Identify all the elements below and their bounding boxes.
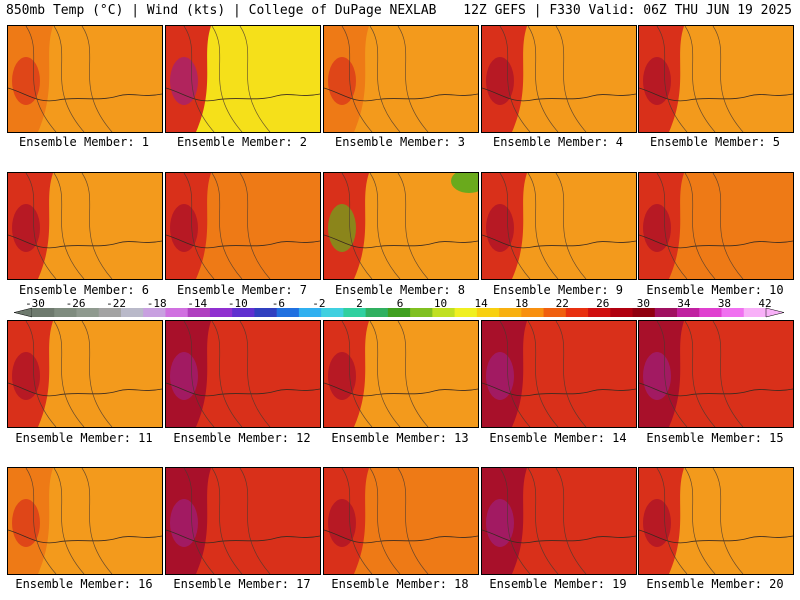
- ensemble-member-label: Ensemble Member: 9: [492, 283, 624, 297]
- ensemble-member-label: Ensemble Member: 3: [334, 135, 466, 149]
- colorbar-swatch: [588, 308, 611, 317]
- ensemble-member-map: [638, 172, 794, 280]
- colorbar-swatch: [410, 308, 433, 317]
- colorbar-tick-label: -10: [227, 297, 248, 310]
- colorbar-tick-label: 38: [717, 297, 732, 310]
- ensemble-member-map: [481, 25, 637, 133]
- colorbar-swatch: [365, 308, 389, 317]
- colorbar-swatch: [343, 308, 367, 317]
- colorbar-swatch: [432, 308, 456, 317]
- ensemble-member-label: Ensemble Member: 1: [18, 135, 150, 149]
- colorbar-max-arrow: [765, 307, 785, 318]
- model-run-label: 12Z GEFS | F330 Valid: 06Z THU JUN 19 20…: [463, 3, 792, 18]
- ensemble-member-map: [165, 320, 321, 428]
- ensemble-member-map: [323, 172, 479, 280]
- colorbar-tick-label: -30: [25, 297, 45, 310]
- colorbar-swatch: [543, 308, 567, 317]
- ensemble-member-map: [7, 25, 163, 133]
- colorbar-swatch: [743, 308, 767, 317]
- ensemble-member-label: Ensemble Member: 5: [649, 135, 781, 149]
- ensemble-member-label: Ensemble Member: 2: [176, 135, 308, 149]
- ensemble-member-map: [638, 25, 794, 133]
- colorbar-swatch: [521, 308, 545, 317]
- colorbar-swatch: [165, 308, 189, 317]
- ensemble-member-map: [165, 467, 321, 575]
- ensemble-member-map: [7, 320, 163, 428]
- colorbar-swatch: [298, 308, 322, 317]
- ensemble-member-label: Ensemble Member: 11: [15, 431, 153, 445]
- colorbar-swatch: [610, 308, 634, 317]
- ensemble-member-label: Ensemble Member: 13: [331, 431, 469, 445]
- ensemble-member-label: Ensemble Member: 19: [489, 577, 627, 591]
- colorbar-swatch: [98, 308, 122, 317]
- ensemble-member-map: [323, 320, 479, 428]
- temperature-colorbar: [13, 307, 785, 318]
- ensemble-member-label: Ensemble Member: 18: [331, 577, 469, 591]
- colorbar-swatch: [209, 308, 233, 317]
- colorbar-tick-label: 22: [555, 297, 569, 310]
- ensemble-member-label: Ensemble Member: 8: [334, 283, 466, 297]
- colorbar-tick-label: 14: [474, 297, 488, 310]
- colorbar-tick-label: 34: [677, 297, 691, 310]
- colorbar-swatch: [54, 308, 77, 317]
- colorbar-swatch: [143, 308, 166, 317]
- colorbar-tick-label: 18: [515, 297, 529, 310]
- ensemble-member-label: Ensemble Member: 6: [18, 283, 150, 297]
- colorbar-tick-label: -14: [187, 297, 208, 310]
- colorbar-swatch: [120, 308, 144, 317]
- ensemble-member-map: [7, 172, 163, 280]
- colorbar-swatch: [387, 308, 411, 317]
- colorbar-tick-label: 10: [433, 297, 448, 310]
- colorbar-swatch: [677, 308, 700, 317]
- colorbar-swatch: [232, 308, 255, 317]
- colorbar-swatch: [321, 308, 344, 317]
- colorbar-swatch: [499, 308, 522, 317]
- ensemble-member-map: [638, 467, 794, 575]
- ensemble-member-label: Ensemble Member: 4: [492, 135, 624, 149]
- colorbar-swatch: [187, 308, 211, 317]
- ensemble-member-label: Ensemble Member: 20: [646, 577, 784, 591]
- ensemble-member-map: [481, 172, 637, 280]
- colorbar-tick-label: 42: [758, 297, 772, 310]
- colorbar-swatch: [32, 308, 55, 317]
- ensemble-member-map: [481, 467, 637, 575]
- ensemble-member-map: [165, 25, 321, 133]
- colorbar-swatch: [276, 308, 300, 317]
- ensemble-member-map: [481, 320, 637, 428]
- ensemble-member-map: [165, 172, 321, 280]
- colorbar-tick-label: 30: [636, 297, 650, 310]
- ensemble-member-map: [323, 25, 479, 133]
- colorbar-tick-label: -6: [271, 297, 285, 310]
- colorbar-swatch: [721, 308, 745, 317]
- colorbar-swatch: [632, 308, 656, 317]
- colorbar-swatch: [476, 308, 500, 317]
- colorbar-tick-label: -18: [146, 297, 167, 310]
- colorbar-tick-label: 26: [596, 297, 610, 310]
- colorbar-swatch: [654, 308, 678, 317]
- ensemble-member-label: Ensemble Member: 7: [176, 283, 308, 297]
- colorbar-swatch: [699, 308, 723, 317]
- colorbar-swatch: [76, 308, 100, 317]
- colorbar-tick-label: -26: [65, 297, 86, 310]
- ensemble-member-label: Ensemble Member: 12: [173, 431, 311, 445]
- ensemble-member-label: Ensemble Member: 17: [173, 577, 311, 591]
- colorbar-swatch: [254, 308, 278, 317]
- ensemble-member-map: [323, 467, 479, 575]
- colorbar-tick-label: -2: [312, 297, 326, 310]
- ensemble-member-label: Ensemble Member: 14: [489, 431, 627, 445]
- colorbar-tick-label: 6: [396, 297, 404, 310]
- colorbar-tick-label: 2: [356, 297, 363, 310]
- ensemble-member-label: Ensemble Member: 10: [646, 283, 784, 297]
- colorbar-swatch: [565, 308, 589, 317]
- map-title: 850mb Temp (°C) | Wind (kts) | College o…: [6, 3, 437, 18]
- colorbar-swatch: [454, 308, 478, 317]
- ensemble-member-label: Ensemble Member: 15: [646, 431, 784, 445]
- colorbar-tick-label: -22: [106, 297, 127, 310]
- ensemble-member-map: [638, 320, 794, 428]
- ensemble-member-map: [7, 467, 163, 575]
- ensemble-member-label: Ensemble Member: 16: [15, 577, 153, 591]
